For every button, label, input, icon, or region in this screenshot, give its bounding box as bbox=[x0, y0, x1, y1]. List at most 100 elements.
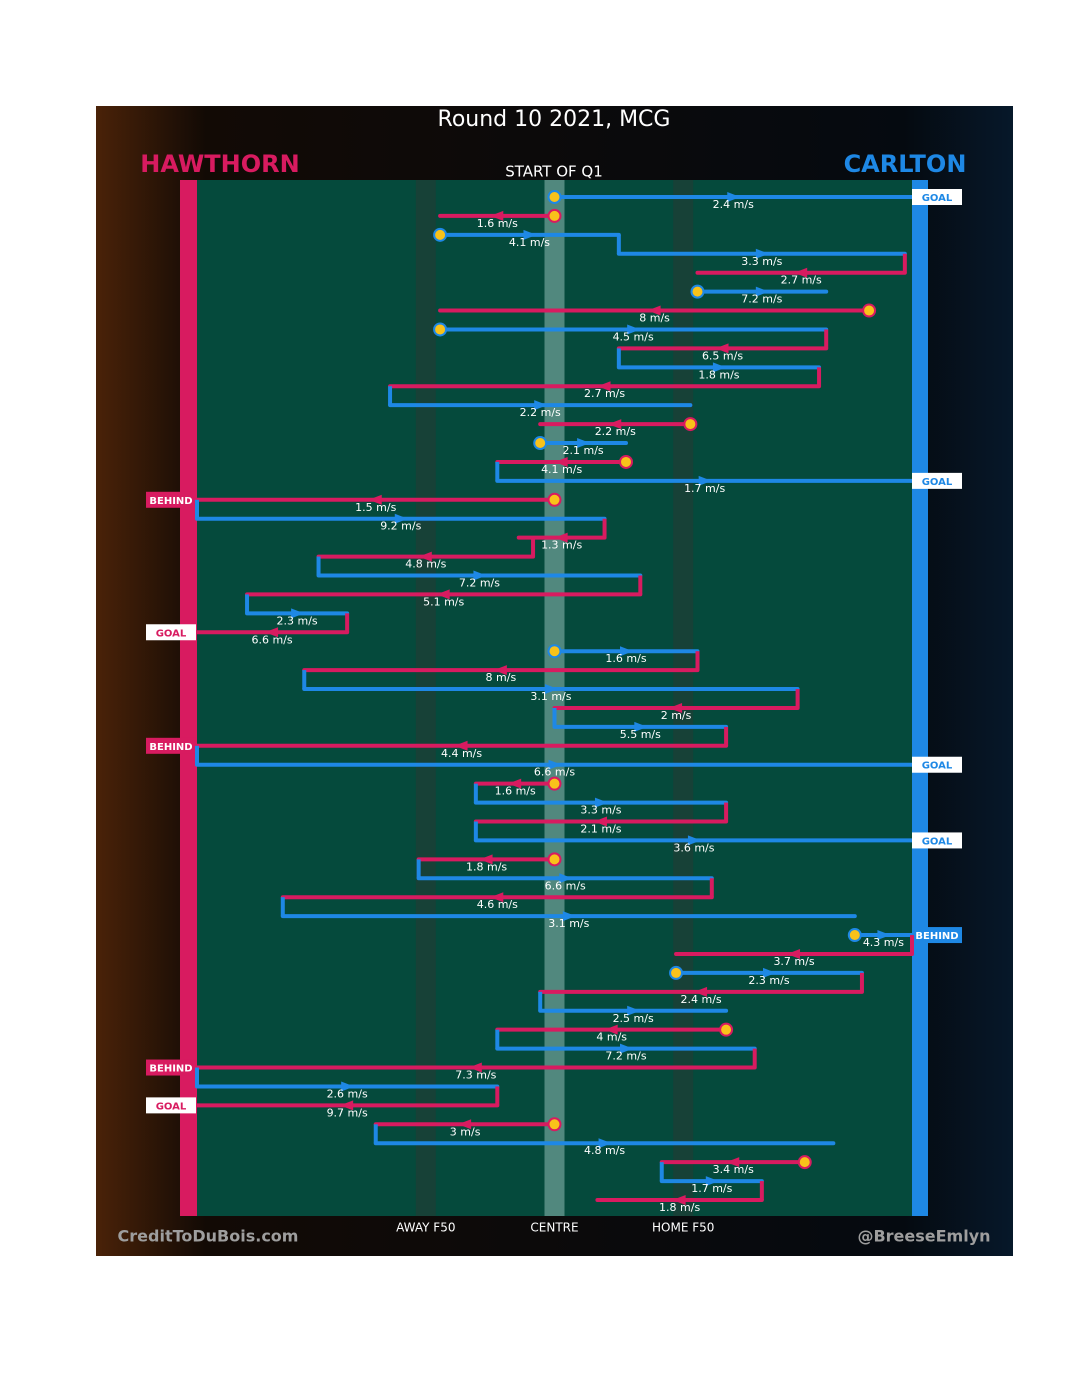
direction-arrow bbox=[265, 627, 279, 638]
home-goal-bar bbox=[180, 180, 197, 1216]
speed-label: 1.7 m/s bbox=[684, 482, 725, 495]
result-tag bbox=[146, 1059, 196, 1076]
zone-band bbox=[415, 180, 436, 1216]
direction-arrow bbox=[687, 835, 701, 846]
direction-arrow bbox=[534, 400, 548, 411]
direction-arrow bbox=[548, 759, 562, 770]
start-marker bbox=[547, 1117, 562, 1132]
start-marker bbox=[547, 492, 562, 507]
speed-label: 9.7 m/s bbox=[327, 1106, 368, 1119]
result-tag bbox=[146, 624, 196, 641]
direction-arrow bbox=[755, 286, 769, 297]
zone-label: HOME F50 bbox=[652, 1221, 714, 1235]
subtitle: START OF Q1 bbox=[505, 163, 603, 181]
direction-arrow bbox=[490, 210, 504, 221]
speed-label: 6.6 m/s bbox=[534, 766, 575, 779]
speed-label: 3 m/s bbox=[450, 1125, 481, 1138]
start-marker bbox=[433, 227, 448, 242]
result-tag bbox=[146, 737, 196, 754]
speed-label: 2.3 m/s bbox=[277, 614, 318, 627]
direction-arrow bbox=[597, 381, 611, 392]
direction-arrow bbox=[468, 1062, 482, 1073]
direction-arrow bbox=[559, 873, 573, 884]
speed-label: 1.7 m/s bbox=[691, 1182, 732, 1195]
direction-arrow bbox=[705, 1176, 719, 1187]
direction-arrow bbox=[593, 816, 607, 827]
direction-arrow bbox=[454, 740, 468, 751]
direction-arrow bbox=[598, 1138, 612, 1149]
title: Round 10 2021, MCG bbox=[438, 107, 671, 132]
result-label: GOAL bbox=[156, 628, 187, 639]
direction-arrow bbox=[562, 911, 576, 922]
direction-arrow bbox=[634, 721, 648, 732]
result-label: GOAL bbox=[922, 761, 953, 772]
direction-arrow bbox=[544, 684, 558, 695]
speed-label: 8 m/s bbox=[639, 312, 670, 325]
direction-arrow bbox=[594, 797, 608, 808]
speed-label: 2.1 m/s bbox=[580, 823, 621, 836]
direction-arrow bbox=[473, 570, 487, 581]
result-tag bbox=[912, 189, 962, 205]
speed-label: 1.6 m/s bbox=[495, 785, 536, 798]
speed-label: 1.8 m/s bbox=[698, 368, 739, 381]
start-marker bbox=[547, 190, 562, 204]
result-tag bbox=[146, 491, 196, 508]
speed-label: 6.5 m/s bbox=[702, 349, 743, 362]
speed-label: 9.2 m/s bbox=[380, 520, 421, 533]
speed-label: 2.4 m/s bbox=[713, 198, 754, 211]
direction-arrow bbox=[627, 324, 641, 335]
direction-arrow bbox=[341, 1081, 355, 1092]
direction-arrow bbox=[577, 438, 591, 449]
result-label: BEHIND bbox=[149, 1064, 192, 1075]
direction-arrow bbox=[608, 419, 622, 430]
speed-label: 4.4 m/s bbox=[441, 747, 482, 760]
speed-label: 2 m/s bbox=[661, 709, 692, 722]
direction-arrow bbox=[291, 608, 305, 619]
credit: CreditToDuBois.com bbox=[118, 1227, 299, 1246]
direction-arrow bbox=[763, 967, 776, 978]
speed-label: 3.3 m/s bbox=[741, 255, 782, 268]
speed-label: 4.1 m/s bbox=[541, 463, 582, 476]
direction-arrow bbox=[794, 267, 808, 278]
direction-arrow bbox=[712, 362, 726, 373]
speed-label: 5.5 m/s bbox=[620, 728, 661, 741]
direction-arrow bbox=[755, 248, 769, 259]
direction-arrow bbox=[554, 532, 568, 543]
speed-label: 3.4 m/s bbox=[713, 1163, 754, 1176]
speed-label: 1.8 m/s bbox=[659, 1201, 700, 1214]
start-marker bbox=[619, 454, 633, 469]
direction-arrow bbox=[604, 1024, 618, 1035]
speed-label: 2.2 m/s bbox=[595, 425, 636, 438]
direction-arrow bbox=[715, 343, 729, 354]
start-marker bbox=[797, 1155, 812, 1170]
speed-label: 3.3 m/s bbox=[580, 804, 621, 817]
result-label: BEHIND bbox=[149, 496, 192, 507]
direction-arrow bbox=[620, 1043, 633, 1054]
speed-label: 4.8 m/s bbox=[405, 558, 446, 571]
direction-arrow bbox=[523, 229, 537, 240]
zone-band bbox=[544, 180, 565, 1216]
speed-label: 7.2 m/s bbox=[459, 576, 500, 589]
speed-label: 2.5 m/s bbox=[613, 1012, 654, 1025]
speed-label: 1.6 m/s bbox=[605, 652, 646, 665]
zone-label: AWAY F50 bbox=[396, 1221, 455, 1235]
direction-arrow bbox=[620, 646, 633, 657]
speed-label: 4.8 m/s bbox=[584, 1144, 625, 1157]
away-team: CARLTON bbox=[844, 150, 967, 178]
start-marker bbox=[547, 644, 562, 659]
result-label: GOAL bbox=[922, 477, 953, 488]
start-marker bbox=[669, 965, 684, 980]
start-marker bbox=[862, 303, 877, 318]
zone-label: CENTRE bbox=[530, 1221, 578, 1235]
direction-arrow bbox=[726, 1157, 740, 1168]
speed-label: 7.3 m/s bbox=[455, 1069, 496, 1082]
home-team: HAWTHORN bbox=[140, 150, 299, 178]
result-label: GOAL bbox=[922, 836, 953, 847]
direction-arrow bbox=[647, 305, 661, 316]
direction-arrow bbox=[508, 778, 522, 789]
result-label: GOAL bbox=[156, 1101, 187, 1112]
start-marker bbox=[847, 928, 862, 943]
speed-label: 3.6 m/s bbox=[673, 841, 714, 854]
speed-label: 3.7 m/s bbox=[773, 955, 814, 968]
direction-arrow bbox=[694, 986, 708, 997]
